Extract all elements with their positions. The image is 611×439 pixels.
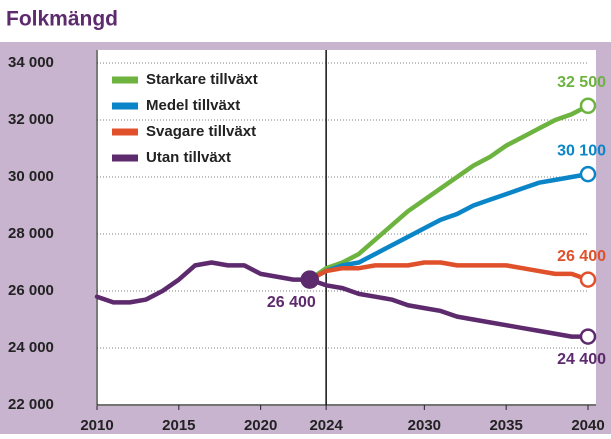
x-tick-label: 2010 [80, 417, 113, 434]
data-label: 32 500 [557, 74, 606, 91]
end-marker [579, 165, 597, 183]
line [94, 260, 591, 339]
line [307, 260, 591, 282]
legend-label: Utan tillväxt [146, 149, 231, 166]
y-tick-label: 34 000 [8, 54, 54, 71]
data-label: 26 400 [557, 248, 606, 265]
point-marker [300, 270, 320, 289]
x-tick-label: 2024 [309, 417, 343, 434]
x-tick-label: 2015 [162, 417, 195, 434]
y-tick-label: 30 000 [8, 168, 54, 185]
data-label: 26 400 [267, 294, 316, 311]
y-tick-label: 22 000 [8, 396, 54, 413]
chart-title: Folkmängd [6, 8, 118, 31]
y-tick-label: 28 000 [8, 225, 54, 242]
y-tick-label: 26 000 [8, 282, 54, 299]
plot-area [96, 50, 596, 406]
x-tick-label: 2020 [244, 417, 277, 434]
x-tick-label: 2030 [408, 417, 441, 434]
legend-label: Svagare tillväxt [146, 123, 256, 140]
legend-label: Starkare tillväxt [146, 71, 258, 88]
end-marker [579, 97, 597, 114]
y-tick-label: 24 000 [8, 339, 54, 356]
y-tick-label: 32 000 [8, 111, 54, 128]
x-tick-label: 2035 [489, 417, 522, 434]
data-label: 30 100 [557, 142, 606, 159]
legend-label: Medel tillväxt [146, 97, 240, 114]
end-marker [579, 271, 597, 288]
x-tick-label: 2040 [571, 417, 604, 434]
line [307, 103, 591, 282]
line [307, 171, 591, 282]
end-marker [579, 328, 597, 345]
data-label: 24 400 [557, 351, 606, 368]
